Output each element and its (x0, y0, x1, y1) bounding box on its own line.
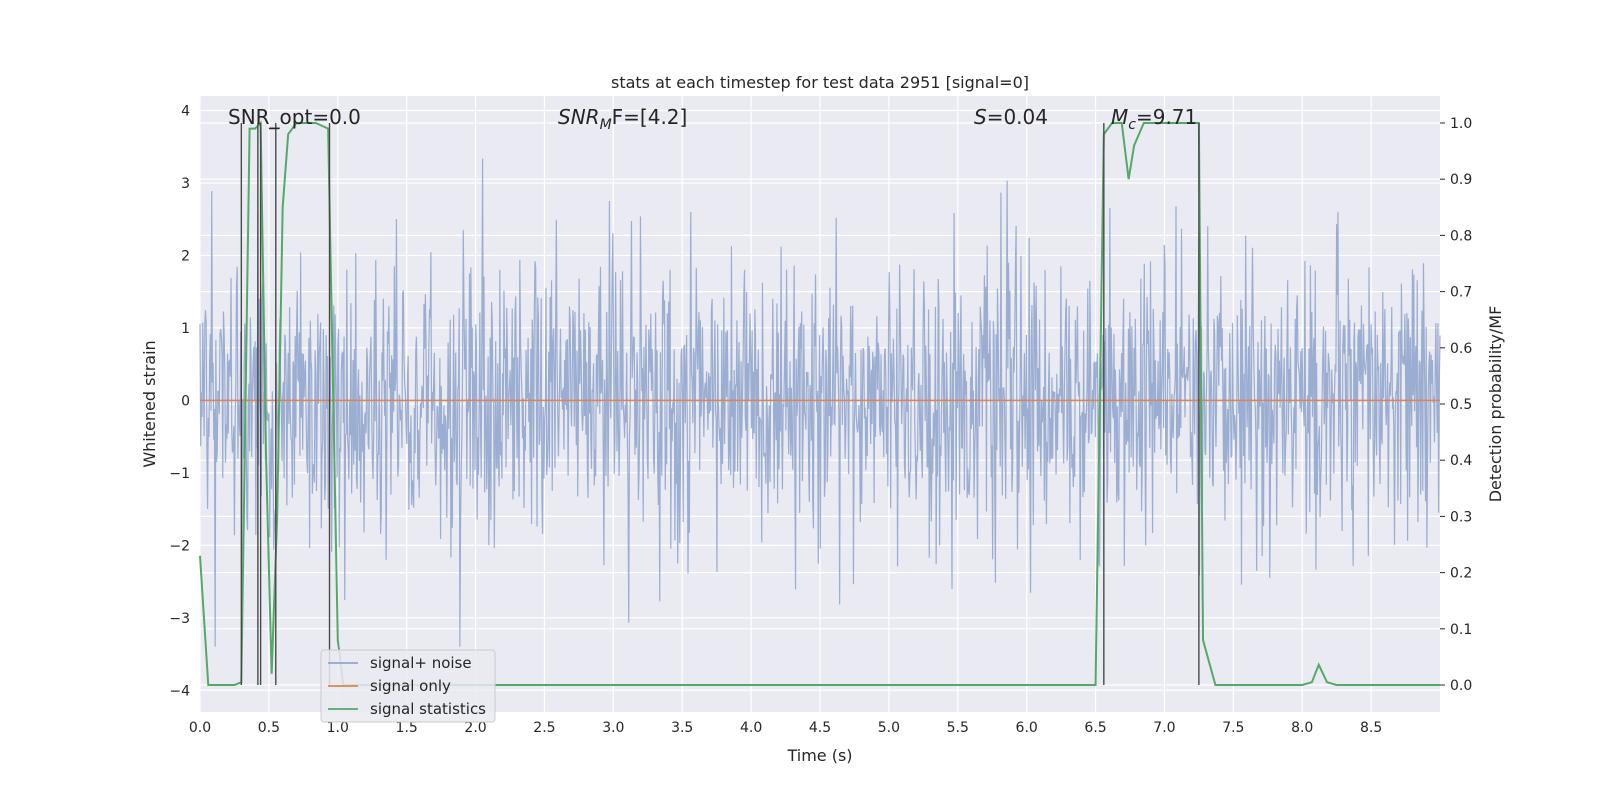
annotation-snr-mf-sub: M (600, 117, 612, 133)
left-y-tick-label: −4 (169, 683, 190, 699)
annotation-s: S=0.04 (974, 105, 1048, 129)
x-tick-label: 7.5 (1222, 720, 1244, 736)
left-y-tick-label: −1 (169, 466, 190, 482)
x-tick-label: 8.5 (1360, 720, 1382, 736)
right-y-tick-label: 0.9 (1450, 172, 1472, 188)
x-tick-label: 1.5 (396, 720, 418, 736)
x-tick-label: 2.0 (464, 720, 486, 736)
annotation-mc: Mc=9.71 (1111, 105, 1197, 133)
right-y-axis-label: Detection probability/MF (1486, 306, 1505, 503)
x-tick-label: 0.5 (258, 720, 280, 736)
right-y-tick-label: 0.0 (1450, 678, 1472, 694)
left-y-tick-label: 1 (181, 321, 190, 337)
detection-marker-layer (240, 122, 1200, 686)
right-y-tick-label: 0.1 (1450, 622, 1472, 638)
annotation-snr-mf: SNRMF=[4.2] (558, 105, 687, 133)
annotation-snr-opt: SNR_opt=0.0 (228, 105, 361, 129)
legend: signal+ noise signal only signal statist… (320, 649, 496, 723)
annotation-s-name: S (974, 105, 987, 129)
left-y-tick-label: 0 (181, 393, 190, 409)
signal-noise-line (199, 158, 1441, 647)
annotation-mc-sub: c (1128, 117, 1136, 133)
right-y-tick-label: 0.4 (1450, 453, 1472, 469)
right-y-tick-label: 0.5 (1450, 397, 1472, 413)
legend-label-signal-only: signal only (370, 677, 451, 695)
signal-statistics-line (199, 120, 1440, 687)
x-tick-label: 5.5 (947, 720, 969, 736)
annotation-mc-name: M (1111, 105, 1128, 129)
left-y-tick-label: 2 (181, 248, 190, 264)
x-tick-label: 3.0 (602, 720, 624, 736)
signal-statistics-layer (199, 120, 1440, 687)
right-y-tick-label: 0.3 (1450, 509, 1472, 525)
left-y-tick-label: 4 (181, 103, 190, 119)
annotation-snr-mf-name: SNR (558, 105, 600, 129)
right-y-tick-label: 0.7 (1450, 285, 1472, 301)
left-y-tick-label: −3 (169, 611, 190, 627)
x-tick-label: 4.5 (809, 720, 831, 736)
x-tick-label: 6.0 (1016, 720, 1038, 736)
tick-label-layer: 0.0 0.5 1.0 1.5 2.0 2.5 3.0 3.5 4.0 4.5 5.0 5.5 6.0 6… (169, 103, 1472, 736)
right-y-tick-label: 0.6 (1450, 341, 1472, 357)
chart-title: stats at each timestep for test data 295… (611, 73, 1029, 92)
left-y-tick-label: 3 (181, 176, 190, 192)
right-y-tick-label: 0.8 (1450, 228, 1472, 244)
right-y-tick-label: 1.0 (1450, 116, 1472, 132)
legend-box (320, 649, 496, 723)
x-tick-label: 7.0 (1153, 720, 1175, 736)
annotation-s-rest: =0.04 (987, 105, 1048, 129)
x-axis-label: Time (s) (786, 746, 852, 765)
x-tick-label: 4.0 (740, 720, 762, 736)
x-tick-label: 3.5 (671, 720, 693, 736)
x-tick-label: 6.5 (1084, 720, 1106, 736)
legend-label-noise: signal+ noise (370, 654, 472, 672)
x-tick-label: 1.0 (327, 720, 349, 736)
annotation-mc-rest: =9.71 (1136, 105, 1197, 129)
x-tick-label: 2.5 (533, 720, 555, 736)
noise-series-layer (199, 158, 1441, 647)
left-y-tick-label: −2 (169, 538, 190, 554)
legend-label-statistics: signal statistics (370, 700, 486, 718)
right-y-tick-label: 0.2 (1450, 566, 1472, 582)
left-y-axis-label: Whitened strain (140, 340, 159, 467)
x-tick-label: 0.0 (189, 720, 211, 736)
annotation-snr-mf-rest: F=[4.2] (612, 105, 688, 129)
x-tick-label: 5.0 (878, 720, 900, 736)
x-tick-label: 8.0 (1291, 720, 1313, 736)
